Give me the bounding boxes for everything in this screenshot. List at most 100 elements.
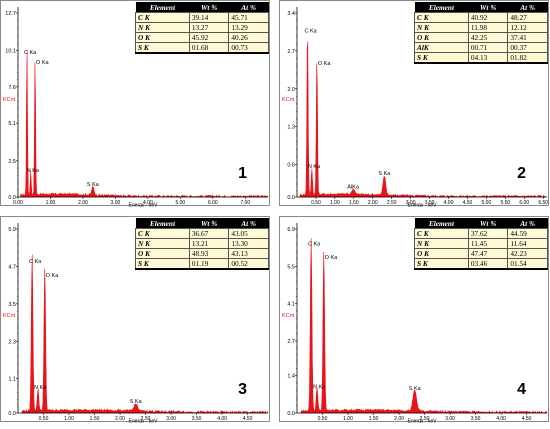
y-tick-label: 0.0 [287, 411, 295, 417]
table-header: Wt % [189, 2, 229, 13]
table-header: Element [414, 218, 469, 229]
peak-label: AlKa [347, 185, 360, 191]
y-axis-label: KCnt [3, 97, 16, 103]
eds-panel-3: 5.9 4.7 3.5 2.3 1.1 0.0 KCnt 0.50 1.00 1.50 2.00 2.… [0, 216, 270, 423]
value-cell: 01.54 [507, 258, 548, 270]
table-row: O K 42.25 37.41 [414, 32, 548, 43]
x-tick-label: 1.50 [349, 200, 359, 206]
table-row: N K 11.98 12.12 [414, 22, 548, 33]
panel-number-2: 2 [517, 165, 526, 182]
value-cell: 39.14 [188, 12, 230, 23]
x-tick-label: 5.00 [482, 200, 492, 206]
y-tick-label: 5.5 [287, 264, 295, 270]
table-row: C K 39.14 45.71 [135, 12, 269, 23]
x-tick-label: 0.00 [13, 200, 23, 206]
y-tick-label: 1.1 [8, 377, 16, 383]
table-row: S K 04.13 01.82 [414, 52, 548, 64]
x-tick-label: 0.50 [318, 416, 328, 422]
peak-label: N Ka [34, 385, 47, 391]
value-cell: 01.68 [188, 42, 230, 54]
value-cell: 48.93 [188, 248, 230, 259]
value-cell: 13.30 [228, 238, 269, 249]
element-cell: C K [414, 12, 469, 23]
value-cell: 36.67 [188, 228, 230, 239]
eds-panel-4: 6.9 5.5 4.1 2.7 1.4 0.0 KCnt 0.50 1.00 1.50 2.00 2.… [279, 216, 549, 423]
y-tick-label: 2.7 [287, 49, 295, 55]
value-cell: 13.27 [188, 22, 230, 33]
table-row: S K 01.68 00.73 [135, 42, 269, 54]
y-axis-label: KCnt [3, 313, 16, 319]
y-tick-label: 0.0 [8, 195, 16, 201]
value-cell: 43.05 [228, 228, 269, 239]
peak-label: C Ka [24, 50, 37, 56]
value-cell: 00.71 [467, 42, 509, 53]
y-axis-label: KCnt [282, 313, 295, 319]
peak-label: N Ka [308, 164, 321, 170]
y-tick-label: 3.5 [8, 302, 16, 308]
x-tick-label: 3.50 [192, 416, 202, 422]
table-row: O K 47.47 42.23 [414, 248, 548, 259]
value-cell: 42.25 [467, 32, 509, 43]
x-tick-label: 1.50 [369, 416, 379, 422]
element-cell: N K [135, 238, 190, 249]
peak-label: O Ka [46, 273, 59, 279]
table-row: C K 40.92 48.27 [414, 12, 548, 23]
element-cell: N K [414, 22, 469, 33]
peak-label: O Ka [36, 60, 49, 66]
element-cell: AlK [414, 42, 469, 53]
x-tick-label: 2.00 [394, 416, 404, 422]
peak-label: O Ka [318, 61, 331, 67]
y-tick-label: 0.0 [287, 195, 295, 201]
x-tick-label: 5.00 [175, 200, 185, 206]
x-tick-label: 2.50 [387, 200, 397, 206]
y-tick-label: 0.0 [8, 411, 16, 417]
table-row: N K 11.45 11.64 [414, 238, 548, 249]
table-header-row: Element Wt % At % [135, 218, 269, 229]
x-tick-label: 4.50 [522, 416, 532, 422]
value-cell: 13.21 [188, 238, 230, 249]
peak-label: S Ka [130, 399, 143, 405]
x-tick-label: 4.00 [496, 416, 506, 422]
spectrum-chart-1: 12.7 10.1 7.6 5.1 2.5 0.0 KCnt 0.00 1.00 2.00 3.00… [3, 7, 268, 208]
value-cell: 00.37 [507, 42, 548, 53]
spectrum-series [21, 254, 269, 414]
x-tick-label: 3.00 [111, 200, 121, 206]
table-row: N K 13.27 13.29 [135, 22, 269, 33]
table-row: O K 45.92 40.26 [135, 32, 269, 43]
value-cell: 00.73 [228, 42, 269, 54]
table-row: O K 48.93 43.13 [135, 248, 269, 259]
y-tick-label: 7.6 [8, 85, 16, 91]
value-cell: 01.82 [507, 52, 548, 64]
table-header: At % [228, 218, 269, 229]
x-tick-label: 3.00 [406, 200, 416, 206]
value-cell: 40.92 [467, 12, 509, 23]
table-header: Element [135, 218, 190, 229]
peak-label: N Ka [27, 168, 40, 174]
value-cell: 44.59 [507, 228, 548, 239]
table-header: Wt % [468, 2, 508, 13]
value-cell: 00.52 [228, 258, 269, 270]
value-cell: 04.13 [467, 52, 509, 64]
y-tick-label: 2.3 [8, 339, 16, 345]
table-header: Element [414, 2, 469, 13]
x-tick-label: 7.00 [240, 200, 250, 206]
peak-label: C Ka [304, 29, 317, 35]
table-row: C K 36.67 43.05 [135, 228, 269, 239]
y-tick-label: 4.1 [287, 302, 295, 308]
y-tick-label: 5.9 [8, 227, 16, 233]
x-tick-label: 1.50 [90, 416, 100, 422]
table-header: Wt % [468, 218, 508, 229]
value-cell: 37.41 [507, 32, 548, 43]
x-tick-label: 4.00 [217, 416, 227, 422]
x-axis-label: Energy - keV [129, 203, 159, 208]
peak-label: N Ka [313, 384, 326, 390]
x-tick-label: 4.00 [444, 200, 454, 206]
value-cell: 45.92 [188, 32, 230, 43]
table-header: Element [135, 2, 190, 13]
element-cell: C K [135, 12, 190, 23]
panel-number-3: 3 [238, 381, 247, 398]
composition-table-3: Element Wt % At % C K 36.67 43.05 N K 13.21 13.3… [135, 218, 269, 270]
element-cell: O K [135, 248, 190, 259]
value-cell: 45.71 [228, 12, 269, 23]
element-cell: C K [414, 228, 469, 239]
